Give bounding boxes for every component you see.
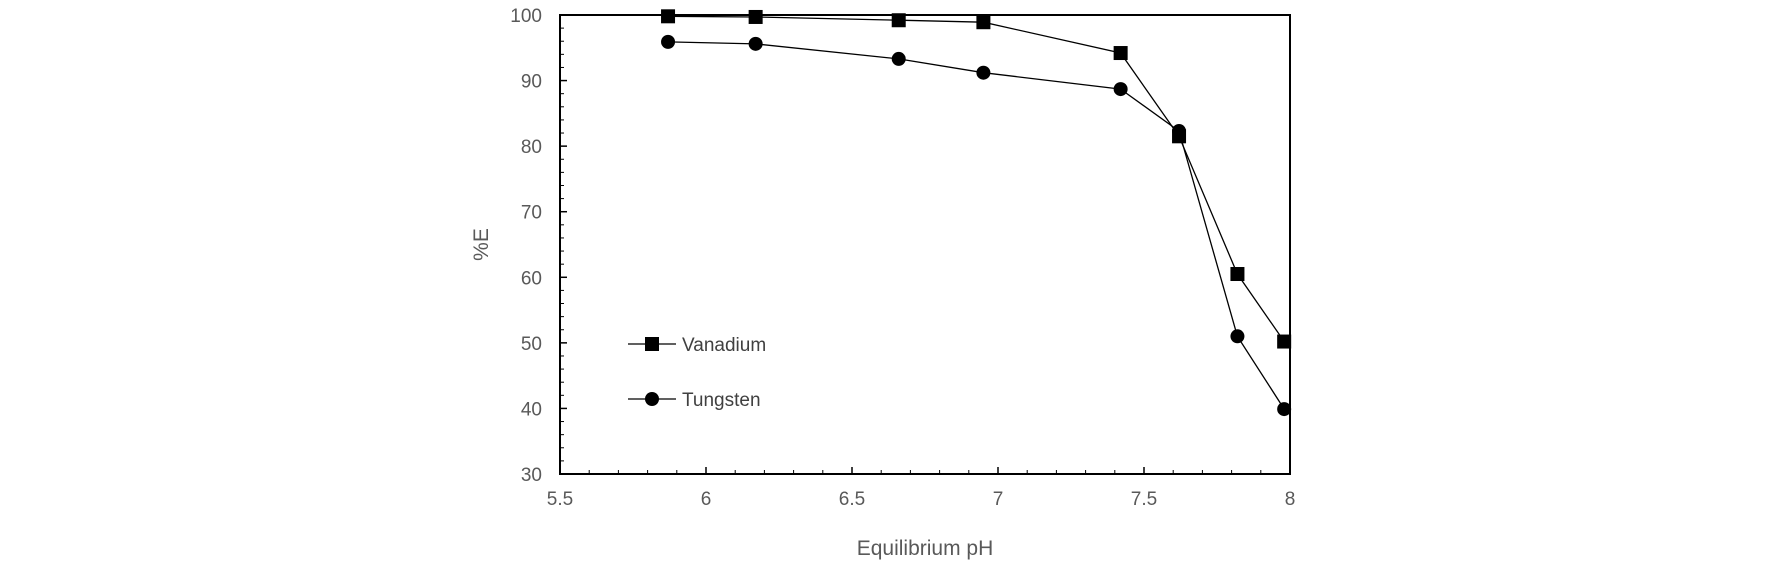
legend-marker <box>645 337 659 351</box>
x-tick-label: 7.5 <box>1131 489 1157 510</box>
tungsten-point <box>748 36 763 51</box>
vanadium-line <box>667 15 1285 342</box>
tungsten-point <box>661 34 676 49</box>
legend-item-vanadium: Vanadium <box>628 335 766 356</box>
legend-label: Vanadium <box>682 335 766 356</box>
plot-frame <box>559 14 1291 475</box>
legend-marker <box>645 392 659 406</box>
vanadium-point <box>1113 46 1128 61</box>
series-layer <box>661 9 1292 417</box>
x-tick-label: 6 <box>701 489 712 510</box>
y-axis-title: %E <box>470 228 493 261</box>
y-tick-label: 50 <box>521 334 542 355</box>
tungsten-line <box>667 41 1285 410</box>
ticks: 5.5 6 6.5 7 7.5 8 30 40 50 60 70 80 90 100 <box>510 6 1295 510</box>
y-tick-label: 90 <box>521 72 542 93</box>
vanadium-point <box>976 15 991 30</box>
y-tick-label: 60 <box>521 268 542 289</box>
x-tick-label: 6.5 <box>839 489 865 510</box>
tungsten-point <box>1172 124 1187 139</box>
tungsten-point <box>1230 329 1245 344</box>
y-tick-label: 70 <box>521 203 542 224</box>
tungsten-point <box>1113 82 1128 97</box>
y-tick-label: 40 <box>521 399 542 420</box>
y-tick-label: 80 <box>521 137 542 158</box>
axes <box>559 14 1291 475</box>
vanadium-point <box>748 9 763 24</box>
legend-item-tungsten: Tungsten <box>628 390 761 411</box>
tungsten-point <box>976 65 991 80</box>
series-vanadium <box>661 9 1292 349</box>
vanadium-point <box>891 13 906 28</box>
y-tick-label: 100 <box>510 6 542 27</box>
x-tick-label: 5.5 <box>547 489 573 510</box>
tungsten-point <box>1277 402 1292 417</box>
x-axis-title: Equilibrium pH <box>857 537 994 560</box>
vanadium-point <box>1277 334 1292 349</box>
tungsten-point <box>891 51 906 66</box>
x-tick-label: 7 <box>993 489 1004 510</box>
vanadium-point <box>661 9 676 24</box>
series-tungsten <box>661 34 1292 417</box>
x-tick-label: 8 <box>1285 489 1296 510</box>
legend-label: Tungsten <box>682 390 761 411</box>
y-tick-label: 30 <box>521 465 542 486</box>
legend: Vanadium Tungsten <box>628 335 766 411</box>
vanadium-point <box>1230 267 1245 282</box>
